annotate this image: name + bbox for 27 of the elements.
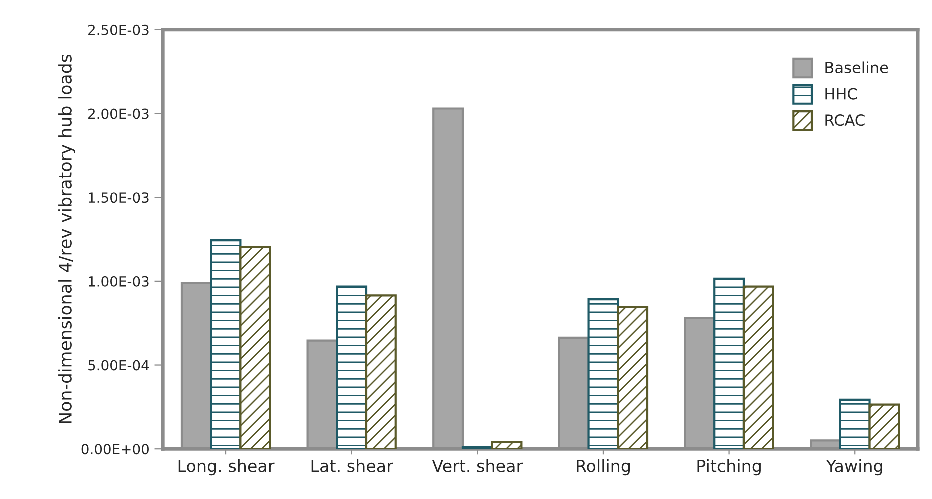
y-axis-title: Non-dimensional 4/rev vibratory hub loads bbox=[58, 54, 76, 424]
bar bbox=[839, 398, 871, 450]
bar bbox=[714, 278, 746, 450]
y-tick-label: 1.50E-03 bbox=[89, 192, 149, 204]
x-tick-label: Rolling bbox=[577, 460, 630, 476]
bar bbox=[617, 306, 649, 450]
x-tick-label: Vert. shear bbox=[432, 460, 524, 472]
x-tick-label: Long. shear bbox=[178, 460, 275, 476]
bar bbox=[491, 441, 523, 450]
bar bbox=[210, 239, 242, 450]
bar bbox=[868, 404, 900, 450]
legend-label: RCAC bbox=[826, 114, 865, 126]
bar bbox=[742, 286, 774, 450]
x-tick-label: Pitching bbox=[698, 460, 761, 476]
bar bbox=[588, 298, 620, 450]
bar bbox=[336, 286, 368, 450]
legend-label: Baseline bbox=[826, 62, 888, 74]
bar bbox=[365, 294, 397, 450]
y-tick-label: 5.00E-04 bbox=[88, 360, 150, 371]
x-tick-label: Yawing bbox=[826, 460, 882, 476]
x-tick-label: Lat. shear bbox=[312, 460, 394, 472]
legend-label: HHC bbox=[826, 88, 858, 100]
y-tick-label: 2.00E-03 bbox=[88, 108, 149, 120]
y-tick-label: 2.50E-03 bbox=[88, 24, 149, 36]
bar bbox=[240, 246, 272, 450]
y-tick-label: 0.00E+00 bbox=[82, 444, 149, 455]
y-tick-label: 1.00E-03 bbox=[89, 276, 149, 287]
